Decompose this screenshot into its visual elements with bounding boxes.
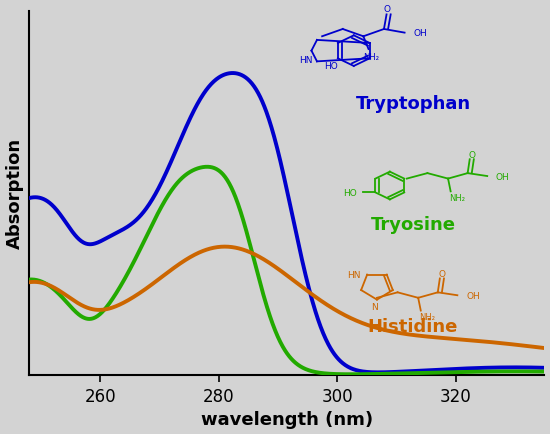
Text: O: O: [468, 150, 475, 159]
Text: Histidine: Histidine: [368, 317, 458, 335]
Y-axis label: Absorption: Absorption: [6, 138, 24, 249]
Text: OH: OH: [466, 291, 480, 300]
Text: N: N: [371, 302, 378, 312]
Text: HO: HO: [324, 62, 338, 71]
Text: HN: HN: [348, 270, 361, 279]
X-axis label: wavelength (nm): wavelength (nm): [201, 411, 373, 428]
Text: HO: HO: [343, 188, 356, 197]
Text: OH: OH: [496, 172, 510, 181]
Text: OH: OH: [414, 29, 427, 38]
Text: O: O: [383, 5, 390, 14]
Text: NH₂: NH₂: [420, 312, 436, 322]
Text: HN: HN: [300, 56, 313, 65]
Text: NH₂: NH₂: [363, 53, 379, 62]
Text: Tryosine: Tryosine: [371, 215, 455, 233]
Text: NH₂: NH₂: [449, 194, 465, 203]
Text: O: O: [438, 269, 446, 278]
Text: Tryptophan: Tryptophan: [355, 95, 471, 113]
